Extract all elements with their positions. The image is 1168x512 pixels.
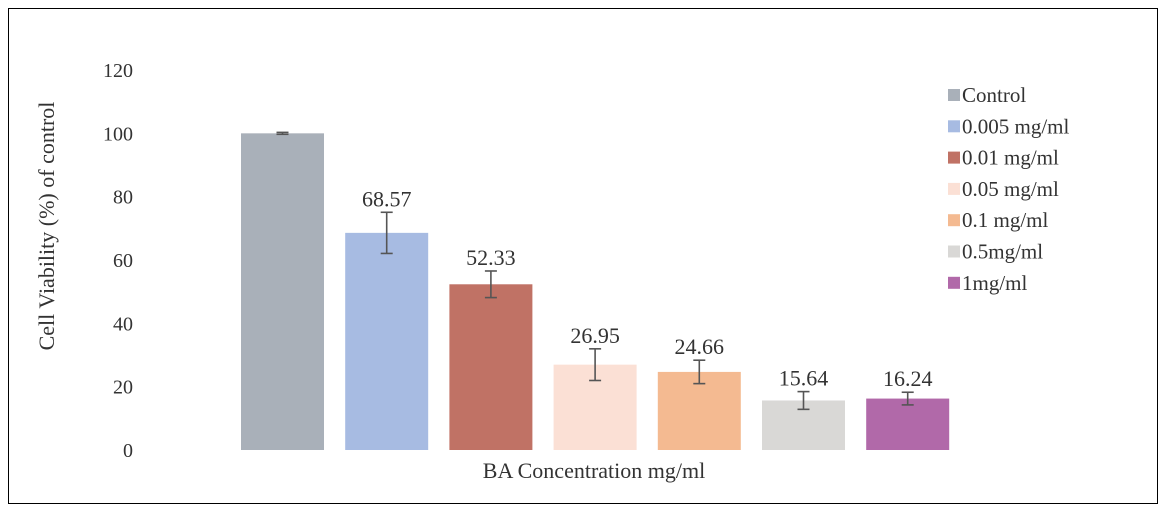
bar-1 [241,133,324,451]
legend-swatch-1 [948,89,960,101]
bars [241,133,950,451]
error-bar-5 [693,359,706,385]
data-label-2: 68.57 [362,186,412,211]
error-bar-4 [589,348,602,382]
legend-label-4: 0.05 mg/ml [962,177,1059,201]
y-tick-label: 20 [113,377,133,399]
legend: Control 0.005 mg/ml 0.01 mg/ml 0.05 mg/ml 0.… [948,83,1070,295]
legend-label-7: 1mg/ml [962,271,1028,295]
legend-label-2: 0.005 mg/ml [962,114,1070,138]
data-label-5: 24.66 [675,334,725,359]
bar-7 [866,398,950,450]
legend-label-1: Control [962,83,1026,107]
bar-3 [449,284,533,450]
legend-swatch-4 [948,182,960,195]
y-tick-label: 0 [123,440,133,462]
error-bar-3 [484,270,497,299]
legend-swatch-2 [948,120,960,133]
bar-2 [345,232,429,450]
legend-swatch-5 [948,214,960,227]
legend-swatch-6 [948,245,960,258]
data-label-6: 15.64 [779,366,829,391]
error-bar-1 [276,131,289,136]
bar-5 [657,371,741,450]
y-tick-label: 80 [113,187,133,209]
error-bars [276,131,914,411]
x-axis-title: BA Concentration mg/ml [483,458,705,483]
data-label-7: 16.24 [883,366,933,391]
y-axis-title: Cell Viability (%) of control [34,102,59,351]
data-labels: 68.57 52.33 26.95 24.66 15.64 16.24 [362,186,933,391]
y-tick-label: 100 [103,123,133,145]
y-tick-label: 120 [103,60,133,82]
y-tick-label: 40 [113,313,133,335]
legend-label-3: 0.01 mg/ml [962,146,1059,170]
legend-swatch-3 [948,151,960,164]
legend-label-5: 0.1 mg/ml [962,208,1049,232]
legend-swatch-7 [948,276,960,289]
data-label-4: 26.95 [570,323,620,348]
y-tick-label: 60 [113,250,133,272]
error-bar-6 [797,390,810,411]
error-bar-2 [380,211,393,255]
data-label-3: 52.33 [466,245,516,270]
legend-label-6: 0.5mg/ml [962,240,1043,264]
y-axis-ticks: 0 20 40 60 80 100 120 [103,60,133,462]
error-bar-7 [901,391,914,406]
